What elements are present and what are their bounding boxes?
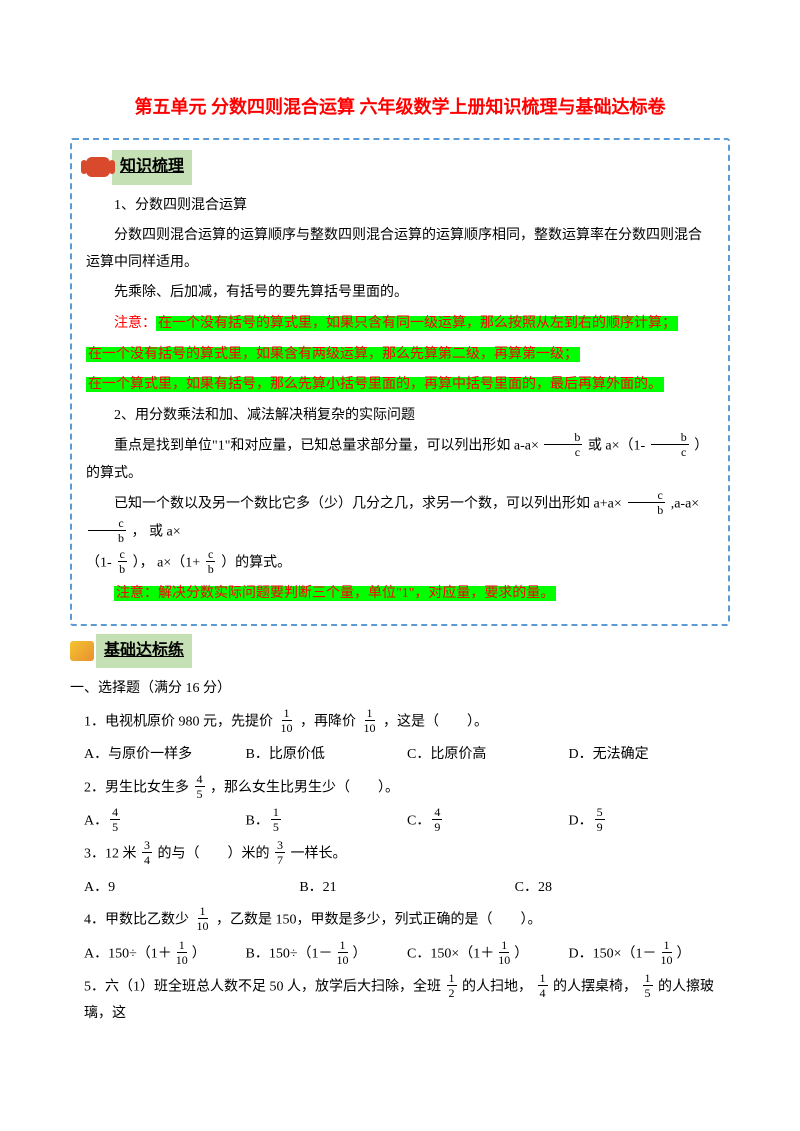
page-title: 第五单元 分数四则混合运算 六年级数学上册知识梳理与基础达标卷 [70,90,730,124]
q5-frac3: 15 [643,972,653,999]
p4a: 已知一个数以及另一个数比它多（少）几分之几，求另一个数，可以列出形如 a+a× [114,497,622,512]
knowledge-h1: 1、分数四则混合运算 [86,193,714,220]
q2-A: A．45 [84,808,246,835]
q4-frac: 110 [195,905,211,932]
knowledge-note1: 注意：在一个没有括号的算式里，如果只含有同一级运算，那么按照从左到右的顺序计算； [86,311,714,338]
q3-options: A．9 B．21 C．28 [70,875,730,902]
frac-cb-3: cb [117,548,127,575]
knowledge-p5: （1- cb ）， a×（1+ cb ）的算式。 [86,550,714,577]
p4c: ， 或 a× [132,524,181,539]
frac-cb-4: cb [206,548,216,575]
q4-A: A．150÷（1＋110） [84,941,246,968]
q4-C: C．150×（1＋110） [407,941,569,968]
p5b: ）， a×（1+ [133,556,201,571]
p4b: ,a-a× [671,497,700,512]
section2-header: 基础达标练 [70,634,730,668]
q1-A: A．与原价一样多 [84,742,246,769]
frac-bc-1: bc [544,431,582,458]
note3-text: 在一个算式里，如果有括号，那么先算小括号里面的，再算中括号里面的，最后再算外面的… [86,377,664,392]
knowledge-p3: 重点是找到单位"1"和对应量，已知总量求部分量，可以列出形如 a-a× bc 或… [86,433,714,487]
frac-bc-2: bc [651,431,689,458]
practice-block: 一、选择题（满分 16 分） 1．电视机原价 980 元，先提价 110 ，再降… [70,676,730,1028]
q2-stem: 2．男生比女生多 45 ，那么女生比男生少（ ）。 [70,775,730,802]
q3-C: C．28 [515,875,730,902]
section1-header: 知识梳理 [86,150,714,184]
q1-options: A．与原价一样多 B．比原价低 C．比原价高 D．无法确定 [70,742,730,769]
practice-section-head: 一、选择题（满分 16 分） [70,676,730,703]
p3a: 重点是找到单位"1"和对应量，已知总量求部分量，可以列出形如 a-a× [114,439,539,454]
p5c: ）的算式。 [221,556,291,571]
q2-D: D．59 [569,808,731,835]
knowledge-box: 知识梳理 1、分数四则混合运算 分数四则混合运算的运算顺序与整数四则混合运算的运… [70,138,730,626]
q5-stem: 5．六（1）班全班总人数不足 50 人，放学后大扫除，全班 12 的人扫地， 1… [70,974,730,1028]
q3-B: B．21 [299,875,514,902]
frac-cb-1: cb [627,489,665,516]
q1-stem: 1．电视机原价 980 元，先提价 110 ，再降价 110 ，这是（ ）。 [70,709,730,736]
candy-icon [86,157,110,177]
q3-frac1: 34 [142,839,152,866]
q1-B: B．比原价低 [246,742,408,769]
q3-A: A．9 [84,875,299,902]
q3-frac2: 37 [275,839,285,866]
q4-D: D．150×（1－110） [569,941,731,968]
q5-frac2: 14 [538,972,548,999]
pencil-icon [70,641,94,661]
knowledge-p4: 已知一个数以及另一个数比它多（少）几分之几，求另一个数，可以列出形如 a+a× … [86,491,714,546]
q1-frac2: 110 [362,707,378,734]
p3b: 或 a×（1- [588,439,645,454]
q2-options: A．45 B．15 C．49 D．59 [70,808,730,835]
knowledge-note3: 在一个算式里，如果有括号，那么先算小括号里面的，再算中括号里面的，最后再算外面的… [86,372,714,399]
q4-B: B．150÷（1－110） [246,941,408,968]
q1-frac1: 110 [279,707,295,734]
q5-frac1: 12 [447,972,457,999]
q2-C: C．49 [407,808,569,835]
note-prefix: 注意： [114,316,156,331]
section2-label: 基础达标练 [96,634,192,668]
q1-C: C．比原价高 [407,742,569,769]
q4-stem: 4．甲数比乙数少 110 ，乙数是 150，甲数是多少，列式正确的是（ ）。 [70,907,730,934]
knowledge-h2: 2、用分数乘法和加、减法解决稍复杂的实际问题 [86,403,714,430]
q3-stem: 3．12 米 34 的与（ ）米的 37 一样长。 [70,841,730,868]
knowledge-note4: 注意：解决分数实际问题要判断三个量，单位"1"，对应量，要求的量。 [86,581,714,608]
q2-B: B．15 [246,808,408,835]
knowledge-p1: 分数四则混合运算的运算顺序与整数四则混合运算的运算顺序相同，整数运算率在分数四则… [86,223,714,276]
section1-label: 知识梳理 [112,150,192,184]
p5a: （1- [86,556,112,571]
note4-text: 注意：解决分数实际问题要判断三个量，单位"1"，对应量，要求的量。 [114,586,556,601]
q1-D: D．无法确定 [569,742,731,769]
note2-text: 在一个没有括号的算式里，如果含有两级运算，那么先算第二级，再算第一级； [86,347,580,362]
note1-text: 在一个没有括号的算式里，如果只含有同一级运算，那么按照从左到右的顺序计算； [156,316,678,331]
frac-cb-2: cb [88,517,126,544]
q4-options: A．150÷（1＋110） B．150÷（1－110） C．150×（1＋110… [70,941,730,968]
knowledge-p2: 先乘除、后加减，有括号的要先算括号里面的。 [86,280,714,307]
knowledge-note2: 在一个没有括号的算式里，如果含有两级运算，那么先算第二级，再算第一级； [86,342,714,369]
q2-frac: 45 [195,773,205,800]
